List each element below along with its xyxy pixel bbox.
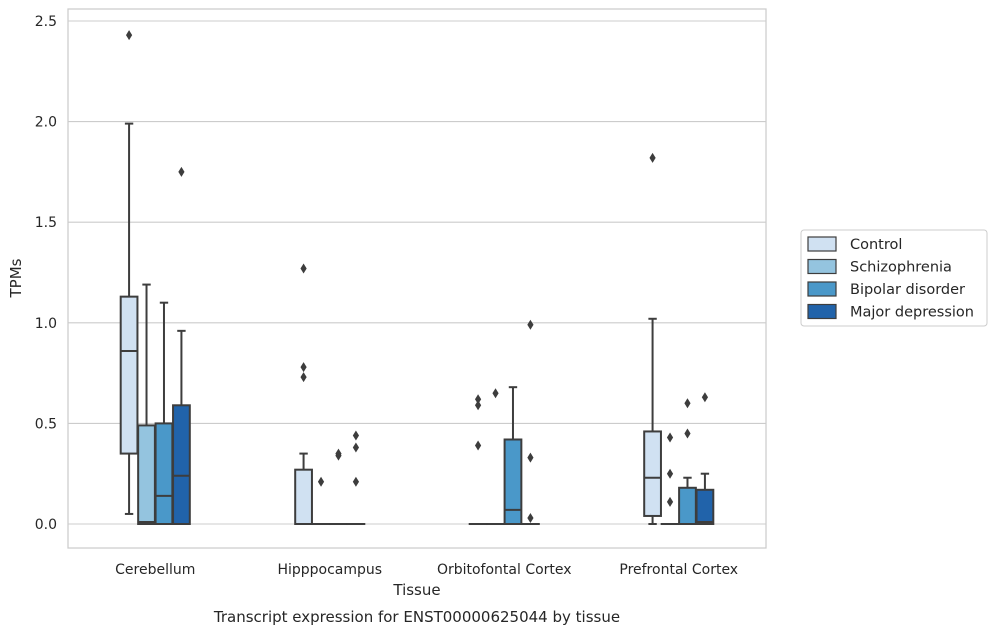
legend-item-schizophrenia: Schizophrenia bbox=[807, 258, 952, 276]
legend-label: Major depression bbox=[850, 305, 974, 321]
box-iqr bbox=[154, 422, 174, 525]
box-iqr bbox=[137, 424, 156, 525]
box-schizophrenia-orbitofontal-cortex bbox=[486, 388, 505, 526]
box-iqr bbox=[294, 468, 313, 525]
box-iqr bbox=[119, 295, 139, 455]
box-control-hipppocampus bbox=[294, 263, 313, 525]
box-major-depression-prefrontal-cortex bbox=[695, 392, 715, 525]
series-major-depression bbox=[172, 166, 715, 526]
outlier-point bbox=[666, 468, 674, 479]
y-tick-label: 0.5 bbox=[35, 416, 57, 432]
legend-label: Control bbox=[850, 237, 902, 253]
box-iqr bbox=[695, 488, 715, 525]
box-schizophrenia-hipppocampus bbox=[311, 476, 331, 526]
box-bipolar-disorder-orbitofontal-cortex bbox=[503, 386, 523, 525]
outlier-point bbox=[335, 448, 342, 459]
box-schizophrenia-cerebellum bbox=[137, 283, 156, 525]
box-iqr bbox=[503, 438, 523, 525]
series-bipolar-disorder bbox=[154, 301, 697, 526]
outlier-point bbox=[300, 372, 307, 383]
box-major-depression-orbitofontal-cortex bbox=[521, 319, 540, 526]
box-bipolar-disorder-prefrontal-cortex bbox=[678, 398, 697, 525]
outlier-point bbox=[492, 388, 499, 399]
y-tick-label: 0.0 bbox=[35, 517, 57, 533]
box-control-prefrontal-cortex bbox=[643, 152, 662, 525]
series-schizophrenia bbox=[137, 283, 680, 526]
outlier-point bbox=[125, 30, 133, 41]
box-major-depression-cerebellum bbox=[172, 166, 191, 525]
outlier-point bbox=[352, 430, 360, 441]
x-tick-label: Hipppocampus bbox=[277, 562, 382, 578]
outlier-point bbox=[352, 476, 360, 487]
box-iqr bbox=[678, 486, 697, 525]
y-tick-labels: 0.0 0.5 1.0 1.5 2.0 2.5 bbox=[35, 14, 57, 533]
outlier-point bbox=[527, 319, 534, 330]
outlier-point bbox=[527, 452, 534, 463]
outlier-point bbox=[352, 442, 360, 453]
chart-caption: Transcript expression for ENST0000062504… bbox=[213, 608, 620, 626]
plot-frame bbox=[67, 8, 767, 549]
box-bipolar-disorder-cerebellum bbox=[154, 301, 174, 525]
x-tick-label: Orbitofontal Cortex bbox=[437, 562, 572, 578]
outlier-point bbox=[474, 400, 482, 411]
outlier-point bbox=[684, 398, 691, 409]
y-tick-label: 1.0 bbox=[35, 316, 57, 332]
legend-item-bipolar-disorder: Bipolar disorder bbox=[807, 281, 965, 298]
box-iqr bbox=[643, 430, 662, 517]
box-bipolar-disorder-hipppocampus bbox=[329, 448, 348, 526]
x-tick-labels: Cerebellum Hipppocampus Orbitofontal Corte… bbox=[115, 562, 738, 578]
outlier-point bbox=[474, 440, 482, 451]
series-control bbox=[119, 30, 662, 526]
outlier-point bbox=[527, 512, 534, 523]
y-tick-label: 2.5 bbox=[35, 14, 57, 30]
box-major-depression-hipppocampus bbox=[346, 430, 366, 526]
outlier-point bbox=[666, 496, 674, 507]
outlier-point bbox=[300, 362, 307, 373]
legend: Control Schizophrenia Bipolar disorder Majo… bbox=[800, 229, 988, 327]
outlier-point bbox=[666, 432, 674, 443]
outlier-point bbox=[300, 263, 307, 274]
box-control-cerebellum bbox=[119, 30, 139, 515]
outlier-point bbox=[474, 394, 482, 405]
legend-swatch bbox=[807, 258, 837, 275]
outlier-point bbox=[684, 428, 691, 439]
x-tick-label: Prefrontal Cortex bbox=[619, 562, 738, 578]
box-schizophrenia-prefrontal-cortex bbox=[660, 432, 680, 526]
box-control-orbitofontal-cortex bbox=[468, 394, 488, 526]
legend-item-major-depression: Major depression bbox=[807, 303, 974, 321]
outlier-point bbox=[178, 166, 185, 177]
legend-frame bbox=[800, 229, 988, 327]
legend-label: Bipolar disorder bbox=[850, 282, 965, 298]
x-tick-label: Cerebellum bbox=[115, 562, 195, 578]
outlier-point bbox=[701, 392, 709, 403]
outlier-point bbox=[649, 152, 656, 163]
y-tick-label: 2.0 bbox=[35, 115, 57, 131]
outlier-point bbox=[317, 476, 325, 487]
legend-swatch bbox=[807, 303, 837, 320]
legend-item-control: Control bbox=[807, 236, 902, 253]
legend-swatch bbox=[807, 236, 837, 252]
y-axis-title: TPMs bbox=[7, 258, 25, 298]
legend-label: Schizophrenia bbox=[850, 260, 952, 276]
legend-swatch bbox=[807, 281, 837, 297]
x-axis-title: Tissue bbox=[392, 581, 440, 599]
y-tick-label: 1.5 bbox=[35, 215, 57, 231]
box-iqr bbox=[172, 404, 191, 525]
box-series bbox=[119, 30, 715, 526]
